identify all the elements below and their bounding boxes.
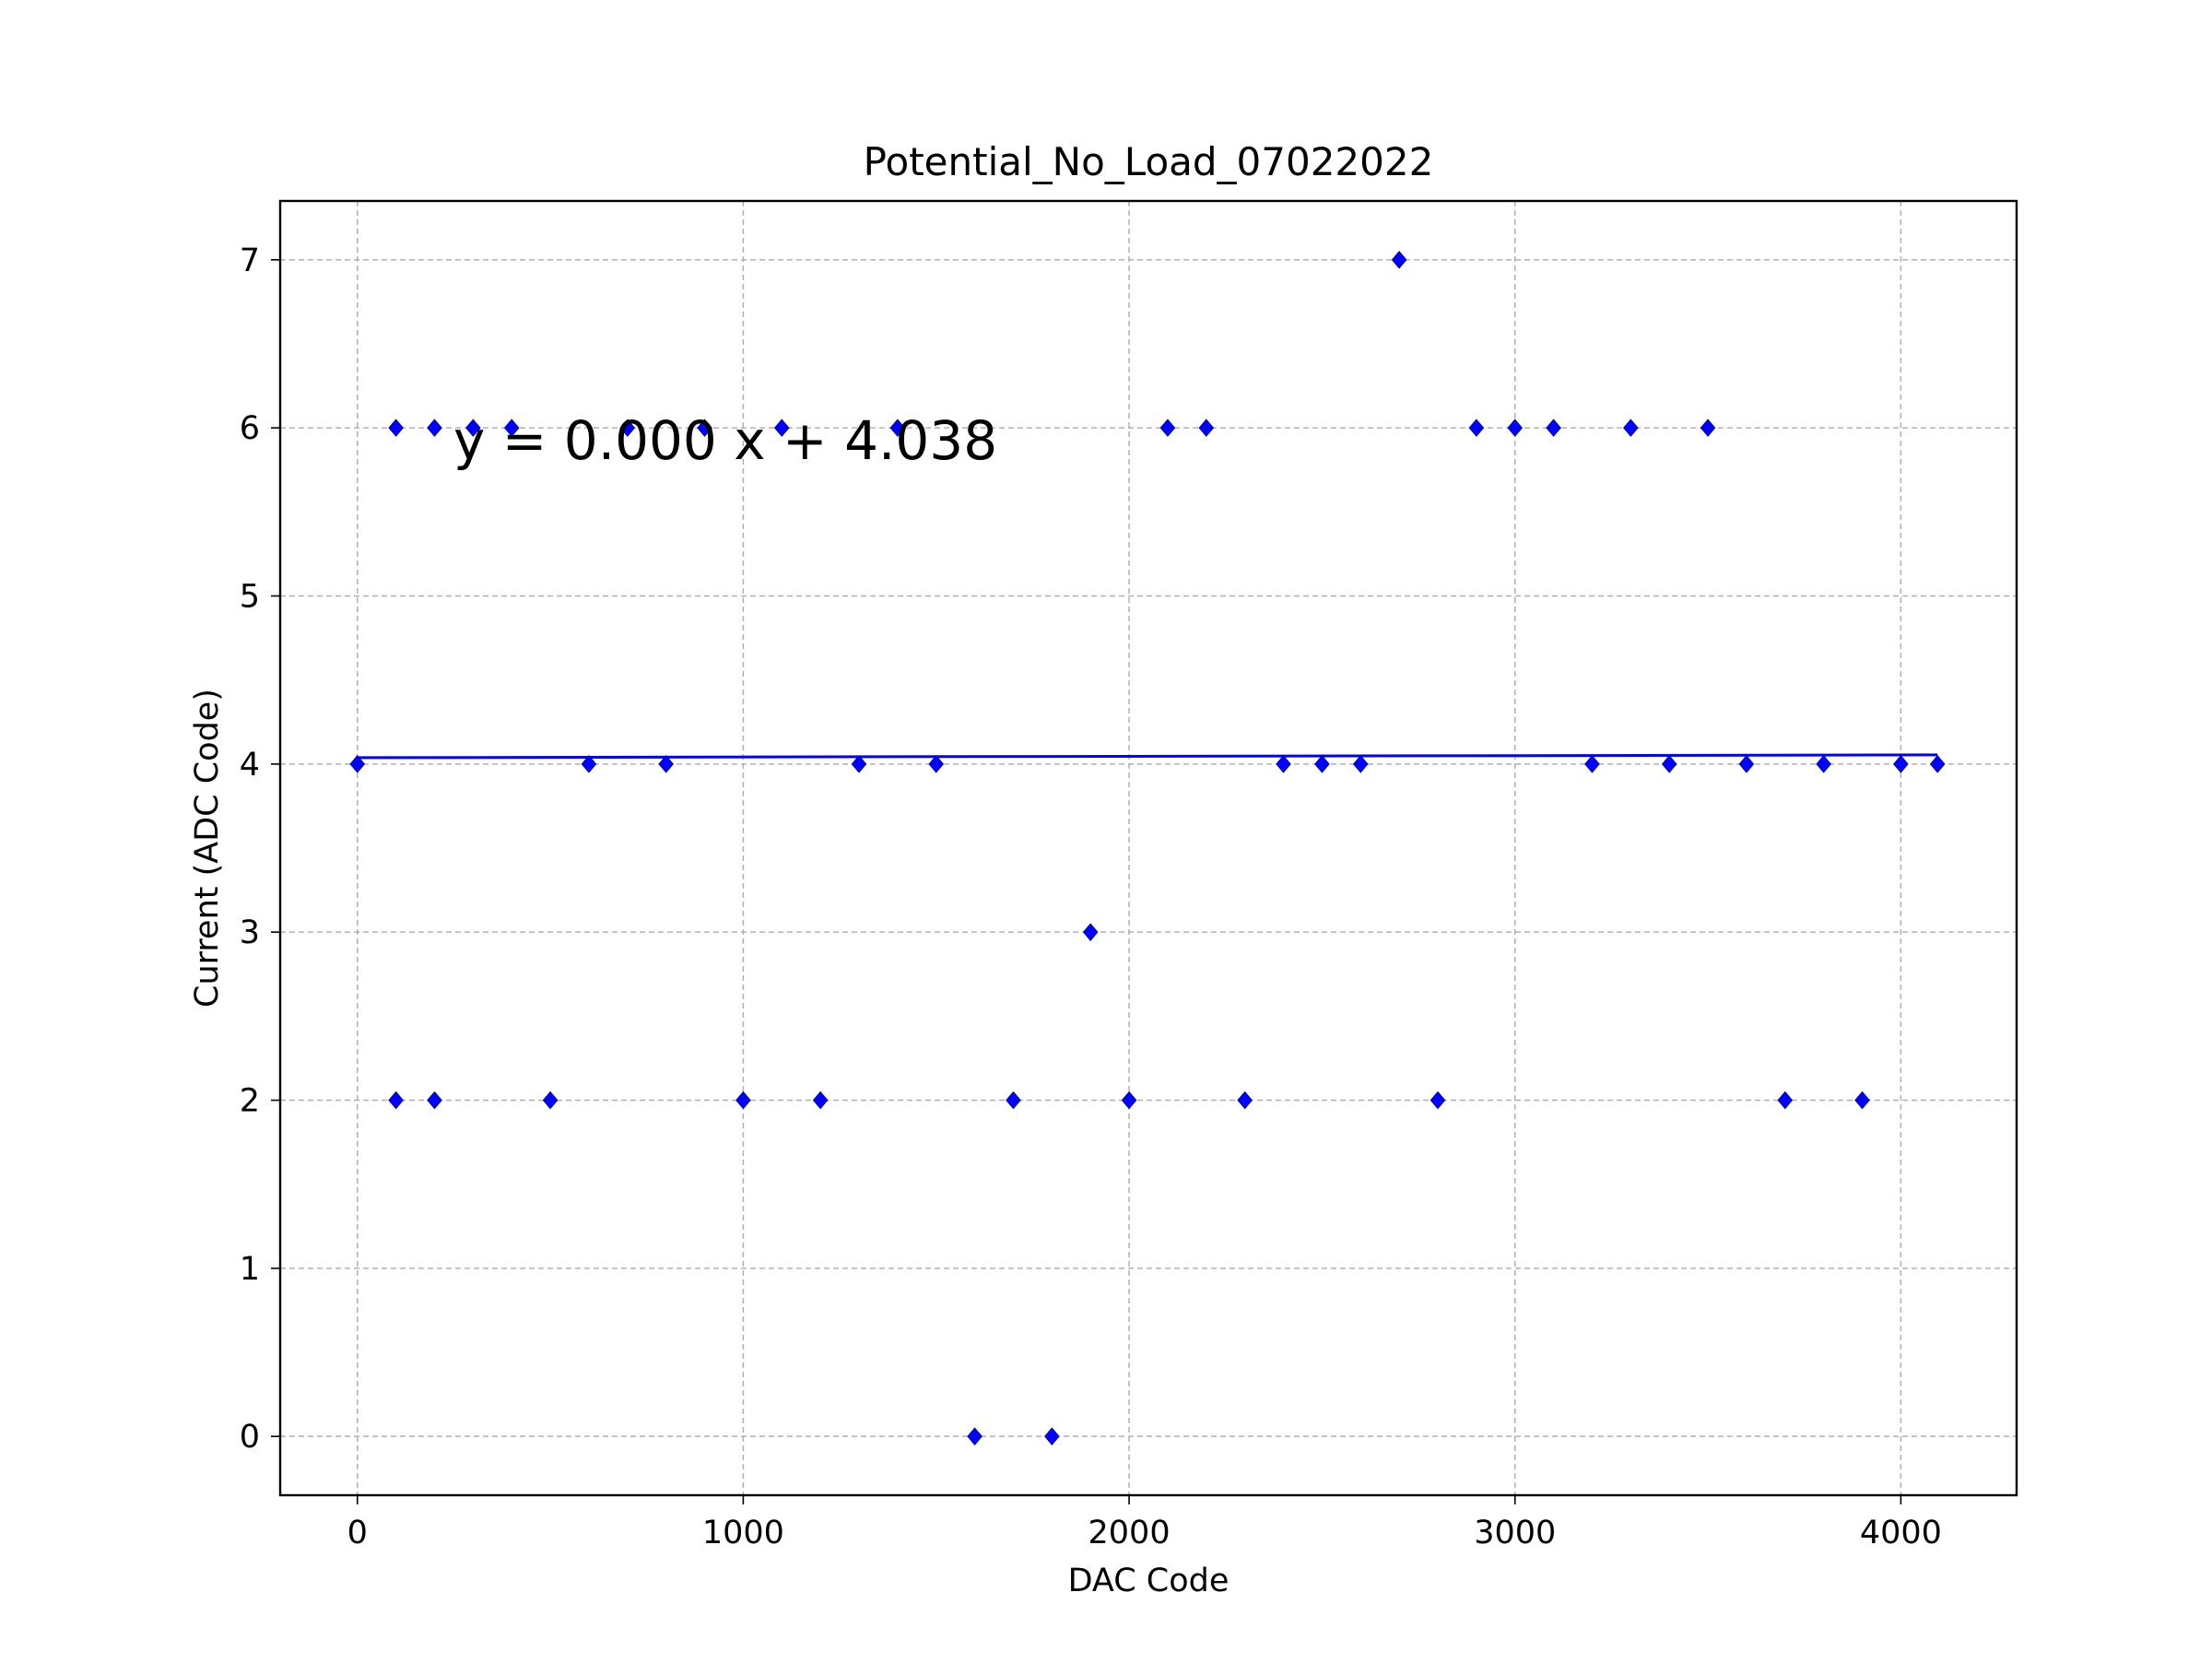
y-tick-label: 4 <box>240 747 260 784</box>
data-point <box>1006 1091 1021 1110</box>
data-point <box>658 755 674 773</box>
data-point <box>1546 419 1561 437</box>
data-point <box>1623 419 1639 437</box>
data-point <box>1507 419 1524 437</box>
data-point <box>465 419 481 437</box>
data-point <box>503 419 520 437</box>
data-point <box>1237 1091 1253 1110</box>
data-point <box>581 755 597 773</box>
data-point <box>619 419 636 437</box>
data-point <box>1738 755 1755 773</box>
data-point <box>1352 755 1369 773</box>
data-point <box>889 419 906 437</box>
data-point <box>1121 1091 1137 1110</box>
data-point <box>1430 1091 1446 1110</box>
data-point <box>427 419 442 437</box>
x-tick-label: 2000 <box>1088 1515 1171 1551</box>
data-point <box>1314 755 1330 773</box>
y-tick-label: 6 <box>240 410 260 447</box>
data-point <box>697 419 712 437</box>
data-point <box>1777 1091 1794 1110</box>
y-tick-label: 1 <box>240 1251 260 1288</box>
data-point <box>1391 251 1407 269</box>
data-point <box>773 419 790 437</box>
axis-ticks: 0 1000 2000 3000 4000 0 1 2 3 4 5 6 7 <box>240 242 1942 1551</box>
data-point <box>851 755 867 773</box>
data-point <box>349 755 366 773</box>
data-point <box>1159 419 1176 437</box>
data-point <box>1276 755 1291 773</box>
data-point <box>1468 419 1485 437</box>
y-tick-label: 0 <box>240 1419 260 1456</box>
y-tick-label: 3 <box>240 914 260 951</box>
data-point <box>388 1091 404 1110</box>
data-point <box>1584 755 1600 773</box>
data-point <box>427 1091 442 1110</box>
fit-line <box>357 753 1938 760</box>
data-point <box>542 1091 559 1110</box>
data-point <box>1700 419 1716 437</box>
x-tick-label: 4000 <box>1860 1515 1942 1551</box>
data-point <box>1854 1091 1870 1110</box>
data-point <box>967 1427 982 1445</box>
data-point <box>1044 1427 1060 1445</box>
x-tick-label: 0 <box>347 1515 368 1551</box>
grid-lines <box>280 201 2017 1495</box>
chart-title: Potential_No_Load_07022022 <box>864 139 1434 184</box>
x-tick-label: 3000 <box>1474 1515 1556 1551</box>
y-tick-label: 5 <box>240 578 260 615</box>
plot-frame <box>278 199 2018 1497</box>
data-point <box>928 755 945 773</box>
y-tick-label: 7 <box>240 242 260 279</box>
y-axis-label: Current (ADC Code) <box>189 689 226 1008</box>
data-point <box>1893 755 1909 773</box>
fit-equation-annotation: y = 0.000 x + 4.038 <box>453 409 997 472</box>
x-axis-label: DAC Code <box>1068 1563 1230 1599</box>
data-point <box>1816 755 1831 773</box>
data-point <box>1929 755 1946 773</box>
data-point <box>812 1091 829 1110</box>
data-point <box>1661 755 1677 773</box>
data-point <box>388 419 404 437</box>
data-point <box>1198 419 1215 437</box>
data-point <box>735 1091 751 1110</box>
fit-line-layer <box>357 753 1938 760</box>
y-tick-label: 2 <box>240 1083 260 1120</box>
x-tick-label: 1000 <box>702 1515 784 1551</box>
data-points <box>349 251 1946 1445</box>
data-point <box>1082 923 1099 941</box>
